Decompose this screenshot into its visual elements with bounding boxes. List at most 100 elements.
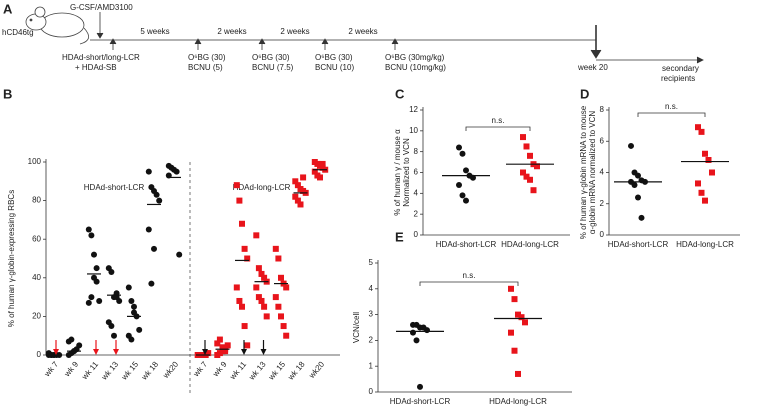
y-tick-label: 2 <box>600 199 605 208</box>
y-tick-label: 4 <box>414 188 419 197</box>
data-point <box>292 193 299 200</box>
data-point <box>224 342 231 349</box>
interval-label: 5 weeks <box>140 27 169 36</box>
transplant-label: secondary <box>662 64 699 73</box>
interval-label: 2 weeks <box>280 27 309 36</box>
data-point <box>463 197 469 204</box>
data-point <box>456 144 462 151</box>
arrow-head <box>53 349 59 355</box>
y-tick-label: 4 <box>369 284 374 293</box>
arrow-head <box>93 349 99 355</box>
y-tick-label: 6 <box>600 136 605 145</box>
data-point <box>631 182 638 188</box>
x-tick-label: HDAd-short-LCR <box>608 240 669 249</box>
y-tick-label: 0 <box>600 230 605 239</box>
data-point <box>272 245 279 252</box>
data-point <box>456 182 462 188</box>
treatment-label: O⁶BG (30mg/kg) <box>385 53 445 62</box>
data-point <box>515 370 521 377</box>
data-point <box>236 297 243 304</box>
x-tick-label: HDAd-long-LCR <box>501 240 559 249</box>
x-tick-label: wk 9 <box>211 359 229 379</box>
data-point <box>253 284 260 291</box>
data-point <box>233 284 240 291</box>
data-point <box>145 168 152 175</box>
data-point <box>534 163 540 170</box>
data-point <box>151 245 157 252</box>
endpoint-label: week 20 <box>577 63 608 72</box>
panel-label: E <box>395 229 404 244</box>
x-tick-label: wk 11 <box>80 359 101 382</box>
data-point <box>93 265 100 272</box>
data-point <box>125 284 132 291</box>
y-tick-label: 12 <box>409 105 418 114</box>
data-point <box>635 172 641 179</box>
data-point <box>153 191 160 198</box>
y-tick-label: 0 <box>414 230 419 239</box>
panel-label: A <box>3 1 13 16</box>
x-tick-label: wk 15 <box>119 359 140 382</box>
data-point <box>424 327 430 334</box>
x-tick-label: wk 18 <box>139 359 160 382</box>
data-point <box>520 134 526 141</box>
treatment-label: BCNU (10) <box>315 63 354 72</box>
x-tick-label: wk 11 <box>228 359 249 382</box>
significance-label: n.s. <box>492 116 505 125</box>
data-point <box>459 192 466 199</box>
vector-label: + HDAd-SB <box>75 63 117 72</box>
data-point <box>311 168 318 175</box>
data-point <box>628 142 634 149</box>
data-point <box>136 326 143 333</box>
x-tick-label: HDAd-long-LCR <box>676 240 734 249</box>
data-point <box>261 303 268 310</box>
data-point <box>508 329 514 336</box>
data-point <box>145 226 152 233</box>
data-point <box>275 303 282 310</box>
data-point <box>695 124 701 131</box>
y-tick-label: 100 <box>28 157 42 166</box>
data-point <box>244 342 251 349</box>
data-point <box>294 197 301 204</box>
x-tick-label: wk 7 <box>42 359 60 379</box>
data-point <box>128 297 135 304</box>
data-point <box>638 214 645 221</box>
y-tick-label: 1 <box>369 361 374 370</box>
significance-label: n.s. <box>665 102 678 111</box>
y-tick-label: 60 <box>32 234 41 243</box>
vector-label: HDAd-short/long-LCR <box>62 53 140 62</box>
x-tick-label: HDAd-long-LCR <box>489 397 547 406</box>
data-point <box>219 344 226 351</box>
data-point <box>88 294 95 301</box>
data-point <box>518 314 525 321</box>
y-tick-label: 40 <box>32 273 41 282</box>
data-point <box>241 323 248 330</box>
y-tick-label: 4 <box>600 168 605 177</box>
data-point <box>278 274 284 281</box>
y-tick-label: 8 <box>600 105 605 114</box>
data-point <box>511 347 518 354</box>
data-point <box>93 278 100 285</box>
data-point <box>85 299 92 306</box>
data-point <box>417 383 423 390</box>
data-point <box>294 182 301 189</box>
treatment-label: O⁶BG (30) <box>252 53 290 62</box>
significance-label: n.s. <box>463 271 476 280</box>
data-point <box>263 313 270 320</box>
data-point <box>702 150 708 157</box>
panel-label: C <box>395 86 405 101</box>
treatment-label: BCNU (10mg/kg) <box>385 63 446 72</box>
data-point <box>258 297 265 304</box>
data-point <box>253 232 260 239</box>
data-point <box>255 265 262 272</box>
data-point <box>698 128 705 135</box>
data-point <box>76 342 83 349</box>
y-tick-label: 20 <box>32 312 41 321</box>
timeline <box>90 12 704 64</box>
data-point <box>261 274 268 281</box>
data-point <box>527 152 533 159</box>
data-point <box>522 319 528 326</box>
arrow-head <box>260 349 267 355</box>
data-point <box>131 303 137 310</box>
y-tick-label: 80 <box>32 196 41 205</box>
